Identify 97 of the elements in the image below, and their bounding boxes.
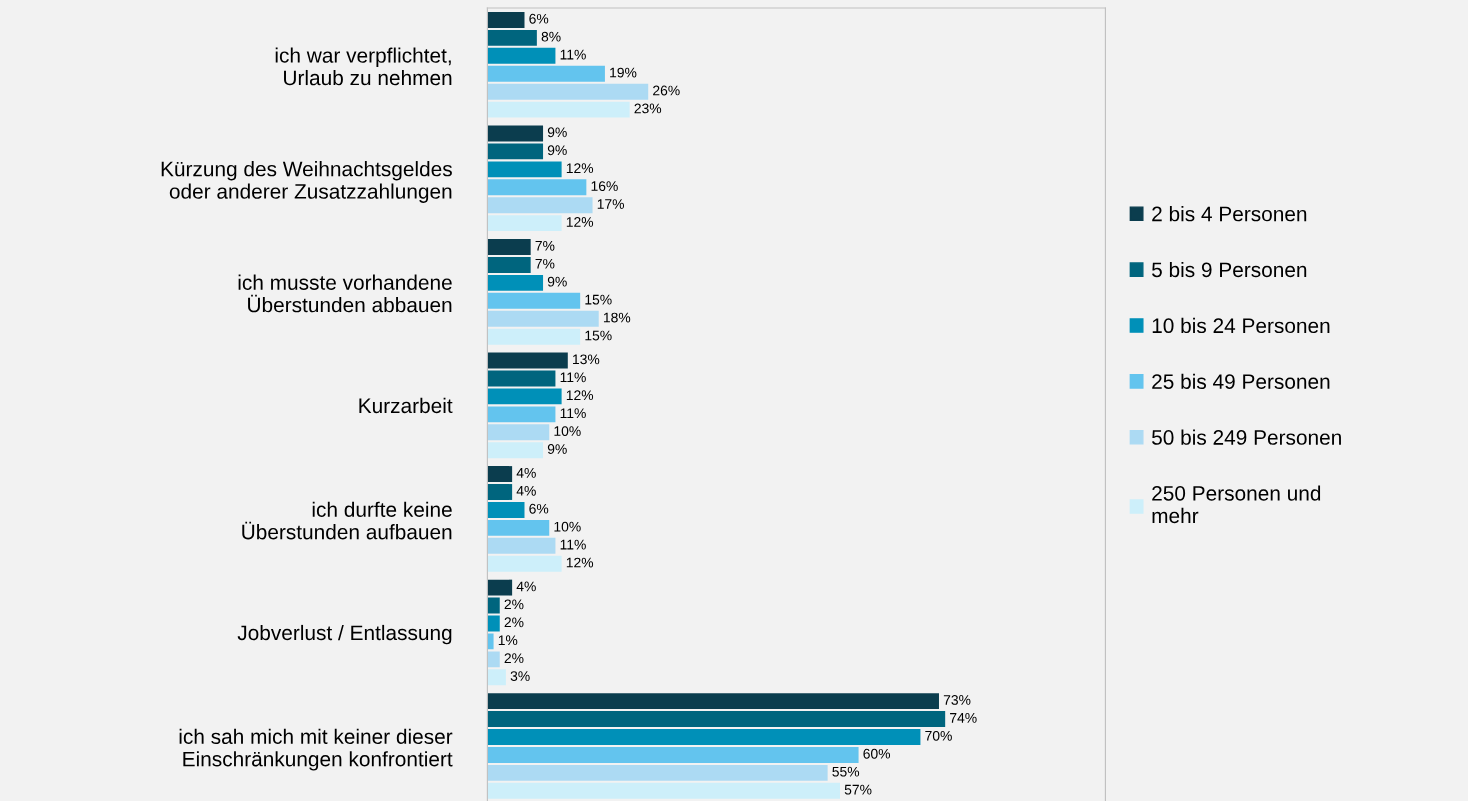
bar — [487, 746, 859, 763]
y-tick-label: ich sah mich mit keiner dieser Einschränkungen konfrontiert — [179, 728, 453, 771]
bar — [487, 764, 828, 781]
data-label: 15% — [585, 294, 612, 305]
data-label: 17% — [597, 199, 625, 209]
data-label: 9% — [547, 145, 567, 156]
data-label: 10% — [554, 521, 581, 532]
bar — [487, 47, 556, 64]
data-label: 4% — [516, 485, 536, 496]
bar — [487, 424, 550, 441]
data-label: 13% — [573, 354, 600, 365]
bar — [487, 161, 562, 178]
bar — [487, 579, 513, 596]
legend-label: 5 bis 9 Personen — [1152, 261, 1307, 278]
data-label: 7% — [535, 258, 555, 269]
data-label: 11% — [560, 539, 586, 550]
bar — [487, 633, 494, 650]
bar — [487, 215, 562, 232]
legend-label: 250 Personen und mehr — [1152, 485, 1321, 524]
bar — [487, 274, 544, 291]
data-label: 12% — [566, 557, 594, 568]
data-label: 12% — [566, 390, 594, 401]
bar — [487, 352, 568, 369]
data-label: 12% — [566, 163, 594, 174]
bar — [487, 406, 556, 423]
bar — [487, 101, 630, 118]
data-label: 3% — [510, 671, 530, 682]
data-label: 11% — [560, 408, 586, 419]
y-tick-label: ich war verpflichtet, Urlaub zu nehmen — [275, 47, 452, 86]
data-label: 70% — [925, 730, 952, 741]
bar — [487, 143, 544, 160]
y-tick-label: ich musste vorhandene Überstunden abbauen — [238, 274, 452, 313]
bar — [487, 537, 556, 554]
data-label: 9% — [547, 127, 567, 138]
data-label: 16% — [591, 181, 618, 192]
bar — [487, 239, 531, 255]
bar — [487, 555, 562, 572]
bar — [487, 179, 587, 196]
data-label: 18% — [603, 312, 631, 323]
bar — [487, 651, 500, 668]
bar — [487, 370, 556, 387]
data-label: 9% — [547, 444, 567, 454]
bar — [487, 388, 562, 405]
bar — [487, 519, 550, 536]
legend-label: 25 bis 49 Personen — [1152, 373, 1330, 389]
data-label: 55% — [832, 766, 860, 777]
data-label: 11% — [560, 372, 586, 383]
bar — [487, 501, 525, 518]
data-label: 2% — [504, 617, 524, 628]
bar — [487, 597, 500, 614]
y-tick-label: Kürzung des Weihnachtsgeldes oder anderer Zusatzzahlungen — [161, 161, 452, 203]
data-label: 10% — [554, 426, 581, 437]
data-label: 11% — [560, 49, 586, 60]
bar — [487, 65, 605, 82]
bar — [487, 256, 531, 273]
data-label: 15% — [585, 330, 612, 341]
data-label: 2% — [504, 653, 524, 664]
y-tick-label: ich durfte keine Überstunden aufbauen — [242, 501, 452, 540]
bar — [487, 484, 513, 500]
data-label: 26% — [653, 85, 680, 96]
bar — [487, 693, 939, 710]
bar — [487, 125, 544, 142]
data-label: 74% — [950, 713, 977, 723]
data-label: 4% — [516, 581, 536, 592]
data-label: 19% — [610, 67, 637, 78]
y-tick-label: Jobverlust / Entlassung — [237, 624, 452, 645]
bar — [487, 669, 506, 686]
bar — [487, 310, 599, 327]
legend-label: 10 bis 24 Personen — [1152, 317, 1330, 334]
data-label: 73% — [943, 695, 971, 705]
bar — [487, 328, 581, 345]
bar — [487, 197, 593, 214]
legend-label: 2 bis 4 Personen — [1152, 206, 1307, 222]
bar — [487, 11, 525, 28]
data-label: 7% — [535, 240, 555, 251]
data-label: 1% — [498, 635, 518, 646]
y-tick-label: Kurzarbeit — [359, 397, 453, 414]
data-label: 8% — [541, 31, 561, 42]
data-label: 9% — [547, 276, 567, 287]
bar — [487, 29, 537, 46]
bar — [487, 729, 921, 745]
bar — [487, 442, 544, 459]
data-label: 12% — [566, 217, 594, 227]
data-label: 57% — [844, 784, 872, 795]
bar — [487, 292, 581, 309]
bar — [487, 711, 946, 728]
data-label: 4% — [516, 468, 536, 478]
bar — [487, 782, 840, 799]
data-label: 60% — [863, 748, 891, 759]
data-label: 2% — [504, 599, 524, 610]
data-label: 6% — [529, 13, 549, 24]
bar — [487, 615, 500, 632]
data-label: 6% — [529, 503, 549, 514]
bar — [487, 83, 649, 100]
data-label: 23% — [634, 103, 662, 114]
bar — [487, 466, 513, 483]
legend-label: 50 bis 249 Personen — [1152, 429, 1341, 445]
